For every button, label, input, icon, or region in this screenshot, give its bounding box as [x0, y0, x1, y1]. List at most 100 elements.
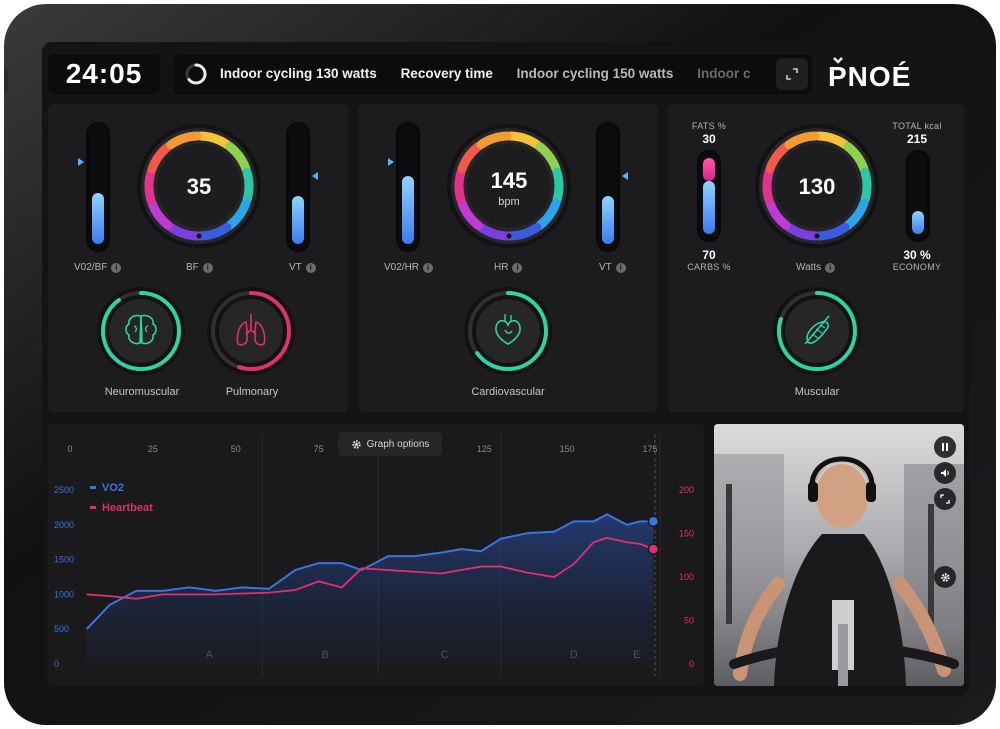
watts-value: 130	[798, 174, 836, 199]
vt-bar	[596, 122, 620, 252]
system-level-arc	[101, 291, 181, 371]
economy-bar-fill	[912, 211, 924, 234]
hr-value: 145	[490, 168, 528, 193]
info-icon[interactable]: i	[512, 262, 523, 273]
heartbeat-current-point	[647, 543, 660, 555]
right-axis-tick: 100	[679, 572, 694, 582]
info-icon[interactable]: i	[111, 262, 122, 273]
system-level-arc	[211, 291, 291, 371]
dial-center	[467, 144, 551, 228]
expand-icon	[786, 68, 798, 80]
info-icon[interactable]: i	[202, 262, 213, 273]
vo2-line	[85, 513, 654, 630]
vt-label-text: VT	[289, 262, 302, 273]
vt-label-text: VT	[599, 262, 612, 273]
left-axis-tick: 500	[54, 624, 69, 634]
fullscreen-icon	[940, 494, 950, 504]
legend-swatch-vo2	[90, 486, 96, 489]
total-kcal-value: 215	[906, 132, 928, 146]
brain-icon	[125, 314, 157, 345]
muscular-gauge[interactable]	[772, 286, 862, 376]
muscle-icon	[804, 315, 830, 345]
graph-options-button[interactable]: Graph options	[338, 432, 442, 456]
bf-dial	[137, 124, 261, 248]
dial-segment	[784, 131, 820, 150]
x-tick-label: 0	[67, 444, 72, 454]
dial-indicator	[196, 233, 202, 239]
vt-label: VT i	[289, 262, 316, 273]
progress-spinner-icon	[185, 63, 207, 85]
watts-dial	[755, 124, 879, 248]
panel-heart-rate: 145 bpm V02/HR i HR i VT i Cardiovascular	[358, 104, 658, 412]
legend-label-vo2: VO2	[102, 482, 124, 494]
vo2-bf-label: V02/BF i	[74, 262, 122, 273]
right-axis-tick: 0	[689, 659, 694, 669]
pulmonary-gauge[interactable]	[206, 286, 296, 376]
heartbeat-line	[86, 536, 654, 600]
workout-item[interactable]: Indoor c	[697, 66, 751, 81]
system-level-arc	[468, 291, 548, 371]
carbs-bar-fill	[703, 180, 715, 234]
expand-button[interactable]	[776, 58, 808, 90]
video-settings-button[interactable]	[934, 566, 956, 588]
neuromuscular-label: Neuromuscular	[104, 386, 180, 398]
bf-value: 35	[186, 174, 212, 199]
carbs-value: 70	[702, 248, 716, 262]
fats-value: 30	[702, 132, 716, 146]
workout-item[interactable]: Recovery time	[400, 66, 493, 81]
tablet-frame: 24:05 Indoor cycling 130 watts Recovery …	[4, 4, 996, 725]
x-tick-label: 75	[314, 444, 324, 454]
dial-segment	[476, 131, 512, 150]
fullscreen-button[interactable]	[934, 488, 956, 510]
vt-label: VT i	[599, 262, 626, 273]
cardiovascular-label: Cardiovascular	[471, 386, 545, 398]
threshold-marker	[622, 172, 628, 180]
fats-caption: FATS %	[691, 121, 727, 131]
bf-label: BF i	[186, 262, 213, 273]
vo2-current-point	[647, 515, 660, 528]
economy-bar	[906, 150, 930, 242]
vt-bar-fill	[602, 196, 614, 244]
dial-segment	[166, 131, 202, 150]
x-tick-label: 175	[643, 444, 658, 454]
lungs-icon	[236, 314, 266, 346]
cardiovascular-gauge[interactable]	[463, 286, 553, 376]
vo2-hr-label-text: V02/HR	[384, 262, 420, 273]
vo2-hr-label: V02/HR i	[384, 262, 434, 273]
graph-canvas: 0255075100125150175250020001500100050002…	[54, 434, 694, 676]
volume-icon	[941, 469, 949, 477]
vo2-bf-bar-fill	[92, 192, 104, 244]
workout-item[interactable]: Indoor cycling 150 watts	[516, 66, 674, 81]
info-icon[interactable]: i	[305, 262, 316, 273]
total-kcal-caption: TOTAL kcal	[892, 121, 942, 131]
dial-center	[775, 144, 859, 228]
volume-button[interactable]	[934, 462, 956, 484]
info-icon[interactable]: i	[615, 262, 626, 273]
right-axis-tick: 200	[679, 485, 694, 495]
threshold-marker	[312, 172, 318, 180]
threshold-marker	[78, 158, 84, 166]
info-icon[interactable]: i	[825, 262, 836, 273]
carbs-caption: CARBS %	[687, 262, 731, 272]
info-icon[interactable]: i	[423, 262, 434, 273]
workout-list: Indoor cycling 130 watts Recovery time I…	[220, 54, 770, 94]
bf-label-text: BF	[186, 262, 199, 273]
workout-timer: 24:05	[48, 54, 160, 94]
workout-item[interactable]: Indoor cycling 130 watts	[220, 66, 377, 81]
left-axis-tick: 1000	[54, 589, 74, 599]
fats-carbs-bar	[697, 150, 721, 242]
neuromuscular-gauge[interactable]	[96, 286, 186, 376]
x-tick-label: 25	[148, 444, 158, 454]
vo2-hr-bar	[396, 122, 420, 252]
hr-label-text: HR	[494, 262, 509, 273]
vt-bar	[286, 122, 310, 252]
brand-text: PNOÉ	[828, 61, 911, 90]
gear-icon	[940, 572, 950, 582]
pause-button[interactable]	[934, 436, 956, 458]
workout-playlist[interactable]: Indoor cycling 130 watts Recovery time I…	[174, 54, 812, 94]
left-axis-tick: 0	[54, 659, 59, 669]
panel-breathing: 35 V02/BF i BF i VT i Neuromuscular Pulmona…	[48, 104, 348, 412]
x-tick-label: 150	[560, 444, 575, 454]
trainer-video[interactable]	[714, 424, 964, 686]
dial-indicator	[814, 233, 820, 239]
